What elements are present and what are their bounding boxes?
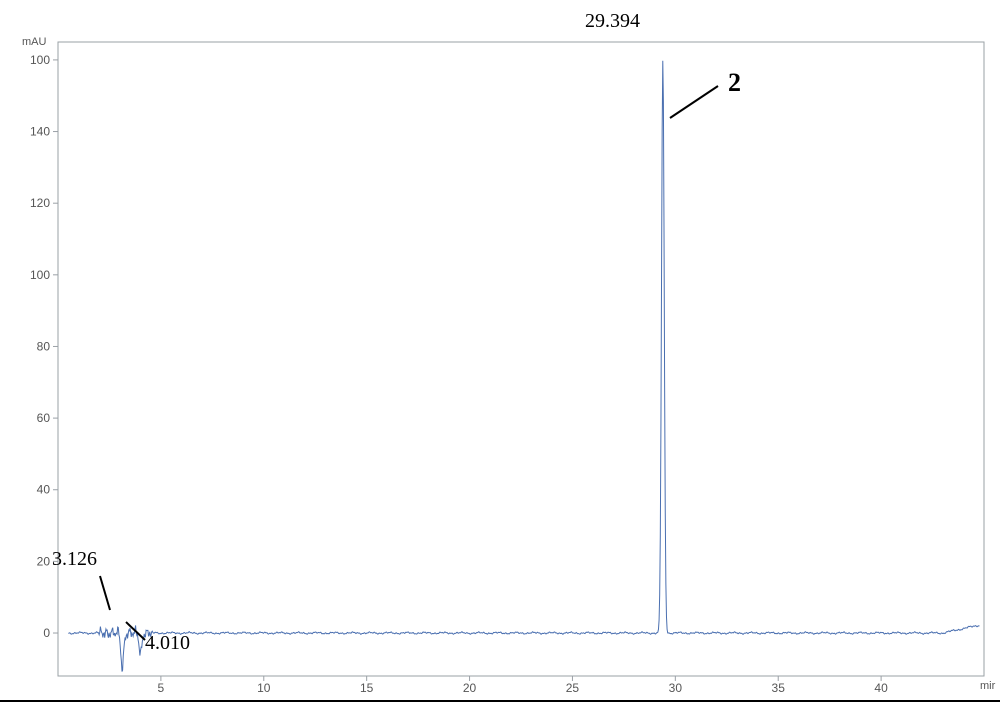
svg-text:20: 20 (463, 681, 477, 695)
peak-rt-label-3126: 3.126 (52, 548, 97, 571)
svg-text:20: 20 (37, 554, 51, 568)
svg-text:35: 35 (772, 681, 786, 695)
chart-svg: 0 20 40 60 80 100 120 140 100 5 10 15 20 25 30 35 40 (0, 0, 1000, 717)
svg-text:140: 140 (30, 125, 50, 139)
svg-text:5: 5 (158, 681, 165, 695)
peak-id-label: 2 (728, 68, 741, 98)
y-axis-unit-label: mAU (22, 36, 46, 48)
chromatogram-chart: 0 20 40 60 80 100 120 140 100 5 10 15 20 25 30 35 40 mAU… (0, 0, 1000, 717)
peak-rt-label-4010: 4.010 (145, 632, 190, 655)
svg-text:60: 60 (37, 411, 51, 425)
svg-text:10: 10 (257, 681, 271, 695)
svg-text:30: 30 (669, 681, 683, 695)
x-axis-unit-label: mir (980, 680, 995, 692)
svg-text:15: 15 (360, 681, 374, 695)
svg-text:80: 80 (37, 339, 51, 353)
svg-text:0: 0 (43, 626, 50, 640)
svg-text:120: 120 (30, 196, 50, 210)
svg-text:40: 40 (874, 681, 888, 695)
svg-text:100: 100 (30, 268, 50, 282)
svg-text:25: 25 (566, 681, 580, 695)
peak-rt-label-main: 29.394 (585, 10, 640, 33)
svg-text:100: 100 (30, 53, 50, 67)
svg-text:40: 40 (37, 483, 51, 497)
bottom-underline (0, 700, 1000, 702)
